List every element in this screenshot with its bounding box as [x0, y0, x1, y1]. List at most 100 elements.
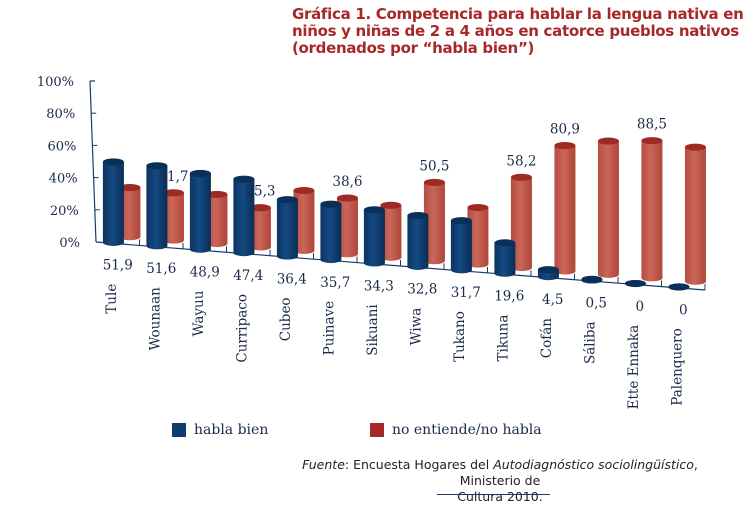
bar-no-entiende-3-base	[249, 243, 271, 251]
bar-no-entiende-9-top	[510, 173, 532, 181]
bar-habla-bien-2-body	[189, 173, 211, 250]
chart-title: Gráfica 1. Competencia para hablar la le…	[292, 6, 752, 57]
bar-no-entiende-3	[249, 204, 271, 251]
category-label-1: Wounaan	[148, 287, 164, 351]
title-line-3: (ordenados por “habla bien”)	[292, 39, 535, 57]
bar-habla-bien-0-base	[102, 238, 124, 246]
bar-habla-bien-3-body	[233, 179, 255, 253]
data-label-habla-bien-2: 48,9	[190, 265, 220, 281]
data-label-no-entiende-3: 25,3	[245, 184, 275, 200]
category-label-0: Tule	[104, 284, 120, 314]
legend-swatch-no-entiende	[370, 423, 384, 437]
bar-habla-bien-2-base	[189, 245, 211, 253]
data-label-habla-bien-13: 0	[679, 302, 688, 318]
source-rule	[437, 494, 550, 495]
bar-habla-bien-12-top	[624, 279, 646, 288]
data-label-no-entiende-10: 80,9	[550, 122, 580, 138]
bar-no-entiende-2	[206, 190, 228, 248]
source-prefix: Fuente	[302, 457, 345, 472]
bar-no-entiende-5	[336, 194, 358, 258]
bar-habla-bien-5-base	[320, 255, 342, 264]
y-axis-line	[89, 80, 97, 243]
bar-no-entiende-0-base	[119, 233, 141, 241]
data-label-habla-bien-3: 47,4	[233, 268, 263, 284]
bar-habla-bien-5-top	[320, 200, 342, 208]
bar-habla-bien-1-top	[146, 162, 168, 170]
source-note: Fuente: Encuesta Hogares del Autodiagnós…	[270, 457, 730, 505]
bar-habla-bien-1-body	[146, 165, 168, 246]
bar-habla-bien-9	[494, 239, 516, 277]
bar-no-entiende-10-top	[554, 141, 576, 150]
bar-habla-bien-12	[624, 279, 646, 288]
bar-no-entiende-12-top	[641, 137, 663, 145]
data-label-no-entiende-1: 31,7	[158, 169, 188, 185]
source-text-2: , Ministerio de	[459, 457, 698, 488]
category-label-5: Puinave	[322, 301, 338, 355]
bar-habla-bien-3	[233, 175, 255, 257]
bar-no-entiende-7-body	[423, 182, 445, 261]
bar-no-entiende-11-top	[597, 137, 619, 145]
category-label-3: Curripaco	[235, 294, 251, 363]
bar-no-entiende-3-top	[249, 204, 271, 212]
data-label-habla-bien-1: 51,6	[146, 261, 176, 277]
bar-no-entiende-4	[293, 186, 315, 254]
bar-habla-bien-2	[189, 169, 211, 253]
bar-no-entiende-4-base	[293, 246, 315, 254]
bar-habla-bien-6-top	[363, 206, 385, 214]
bar-no-entiende-10-body	[554, 145, 576, 271]
chart-plot: 0% 20% 40% 60% 80% 100% 51,9 Tule 31,7 51,6 Wouna…	[37, 75, 706, 410]
y-tick-label: 0%	[59, 236, 80, 251]
source-line-2: Cultura 2010.	[457, 489, 543, 504]
bar-habla-bien-10-base	[537, 273, 559, 281]
bar-no-entiende-2-base	[206, 239, 228, 248]
bar-habla-bien-9-base	[494, 269, 516, 277]
data-label-habla-bien-10: 4,5	[542, 292, 563, 308]
bar-no-entiende-6-base	[380, 253, 402, 261]
bar-habla-bien-0	[102, 158, 124, 246]
data-label-habla-bien-0: 51,9	[103, 258, 133, 274]
bar-habla-bien-9-body	[494, 242, 516, 274]
bar-habla-bien-8-top	[450, 217, 472, 225]
bar-no-entiende-13	[684, 143, 706, 285]
bar-habla-bien-10	[537, 266, 559, 281]
bar-no-entiende-9	[510, 173, 532, 272]
bar-no-entiende-9-base	[510, 263, 532, 272]
bar-no-entiende-12-base	[641, 274, 663, 282]
bar-no-entiende-8-base	[467, 260, 489, 268]
legend-item-habla-bien: habla bien	[172, 422, 268, 438]
data-label-habla-bien-9: 19,6	[494, 289, 524, 305]
category-label-8: Tukano	[452, 311, 468, 362]
bar-no-entiende-9-body	[510, 177, 532, 268]
bar-habla-bien-1	[146, 162, 168, 250]
bar-habla-bien-8-body	[450, 220, 472, 270]
bar-habla-bien-7-body	[407, 215, 429, 267]
bar-no-entiende-2-top	[206, 190, 228, 198]
data-label-habla-bien-11: 0,5	[586, 295, 607, 311]
bar-habla-bien-8	[450, 217, 472, 274]
bar-habla-bien-3-top	[233, 175, 255, 183]
bar-habla-bien-7-base	[407, 262, 429, 270]
bar-habla-bien-6-base	[363, 259, 385, 267]
title-line-1: Gráfica 1. Competencia para hablar la le…	[292, 5, 744, 23]
legend-swatch-habla-bien	[172, 423, 186, 437]
bar-no-entiende-8-top	[467, 203, 489, 212]
category-label-12: Ette Ennaka	[626, 325, 642, 410]
bar-no-entiende-11	[597, 137, 619, 278]
bar-no-entiende-10	[554, 141, 576, 275]
bar-habla-bien-3-base	[233, 249, 255, 257]
data-label-habla-bien-4: 36,4	[277, 271, 307, 287]
bar-habla-bien-8-base	[450, 266, 472, 274]
y-tick-label: 100%	[37, 75, 74, 90]
bar-habla-bien-0-body	[102, 161, 124, 243]
bar-habla-bien-11-top	[581, 275, 603, 283]
legend-label-habla-bien: habla bien	[194, 422, 269, 438]
bar-habla-bien-4-base	[276, 252, 298, 260]
legend-label-no-entiende: no entiende/no habla	[392, 422, 542, 438]
data-label-no-entiende-7: 50,5	[419, 158, 449, 174]
bar-no-entiende-0-body	[119, 187, 141, 237]
category-label-2: Wayuu	[191, 290, 207, 336]
bar-habla-bien-11	[581, 275, 603, 284]
source-italic: Autodiagnóstico sociolingüístico	[493, 457, 694, 472]
bar-no-entiende-5-base	[336, 250, 358, 258]
bar-no-entiende-1-base	[162, 236, 184, 244]
